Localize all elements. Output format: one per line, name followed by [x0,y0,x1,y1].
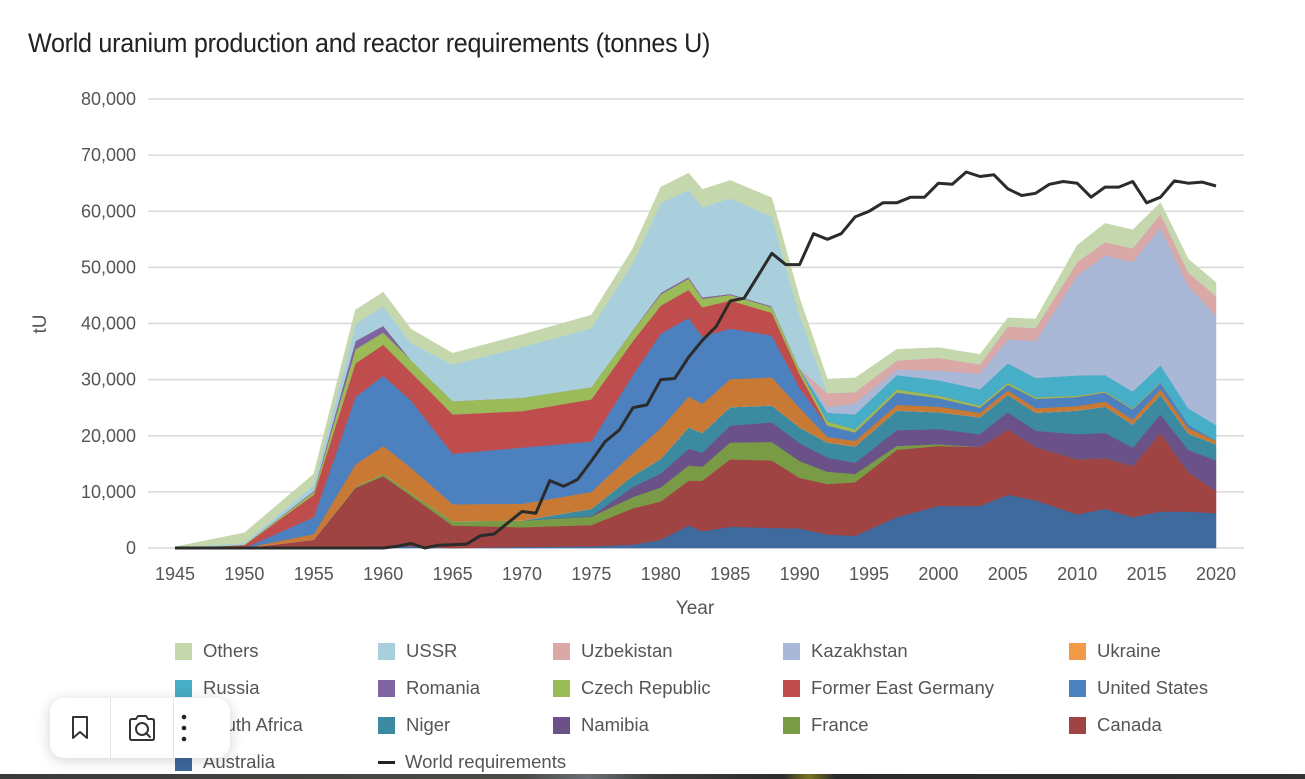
legend-item[interactable]: USSR [378,640,553,662]
legend-item[interactable]: Niger [378,714,553,736]
x-tick-label: 1955 [294,564,334,584]
legend-color-swatch [175,679,192,697]
legend-color-swatch [1069,642,1086,660]
legend-line-swatch [378,760,395,764]
y-tick-label: 60,000 [81,201,136,221]
legend-color-swatch [378,679,395,697]
legend-label: France [811,714,869,735]
legend-color-swatch [1069,716,1086,734]
legend-label: Romania [406,677,481,698]
legend-label: Kazakhstan [811,640,908,661]
y-tick-label: 80,000 [81,89,136,109]
legend-color-swatch [783,716,800,734]
legend-item[interactable]: Uzbekistan [553,640,783,662]
legend-item[interactable]: Canada [1069,714,1269,736]
legend-label: Canada [1097,714,1162,735]
x-axis-title: Year [676,598,715,619]
legend-item[interactable]: Ukraine [1069,640,1269,662]
chart-area: 0 10,000 20,000 30,000 40,000 50,000 60,000 70,… [30,89,1244,619]
bookmark-icon [72,716,88,739]
legend-label: Niger [406,714,451,735]
legend-color-swatch [553,642,570,660]
lens-button[interactable] [111,698,174,758]
legend-label: USSR [406,640,458,661]
legend-item[interactable]: Others [175,640,378,662]
y-tick-label: 10,000 [81,482,136,502]
x-tick-label: 1980 [641,564,681,584]
x-tick-label: 1990 [780,564,820,584]
lens-search-icon [129,715,155,741]
y-axis-ticks: 0 10,000 20,000 30,000 40,000 50,000 60,000 70,… [81,89,136,558]
x-tick-label: 2005 [988,564,1028,584]
x-axis-ticks: 1945 1950 1955 1960 1965 1970 1975 1980 1985 1990… [155,564,1236,584]
legend-label: United States [1097,677,1209,698]
legend-label: Russia [203,677,260,698]
x-tick-label: 2020 [1196,564,1236,584]
legend-label: Former East Germany [811,677,994,698]
area-others [174,172,1217,549]
y-tick-label: 0 [126,538,136,558]
legend-color-swatch [783,642,800,660]
requirements-line [175,170,1217,550]
legend-label: Uzbekistan [581,640,673,661]
x-tick-label: 1995 [849,564,889,584]
chart-title: World uranium production and reactor req… [28,28,711,58]
legend-item[interactable]: Russia [175,677,378,699]
legend-item[interactable]: Romania [378,677,553,699]
legend-color-swatch [175,642,192,660]
y-tick-label: 40,000 [81,314,136,334]
x-tick-label: 2010 [1057,564,1097,584]
more-vertical-icon [181,714,187,742]
legend-color-swatch [553,716,570,734]
line-world-requirements [175,170,1217,550]
legend-item[interactable]: France [783,714,1069,736]
x-tick-label: 2015 [1127,564,1167,584]
y-tick-label: 20,000 [81,426,136,446]
floating-toolbar [50,698,230,758]
x-tick-label: 1945 [155,564,195,584]
x-tick-label: 1975 [571,564,611,584]
y-tick-label: 50,000 [81,257,136,277]
legend-item[interactable]: World requirements [378,751,566,773]
bookmark-button[interactable] [50,698,111,758]
x-tick-label: 1970 [502,564,542,584]
legend-color-swatch [1069,679,1086,697]
legend-color-swatch [378,642,395,660]
legend-color-swatch [783,679,800,697]
legend-item[interactable]: Kazakhstan [783,640,1069,662]
legend-label: Ukraine [1097,640,1161,661]
legend-label: World requirements [405,751,567,772]
legend-label: Namibia [581,714,649,735]
x-tick-label: 1950 [224,564,264,584]
y-tick-label: 30,000 [81,370,136,390]
x-tick-label: 1985 [710,564,750,584]
legend: Others USSR Uzbekistan Kazakhstan Ukraine Rus… [175,640,1285,773]
more-options-button[interactable] [174,698,194,758]
stacked-areas [174,172,1217,549]
legend-item[interactable]: Namibia [553,714,783,736]
legend-color-swatch [378,716,395,734]
legend-color-swatch [553,679,570,697]
legend-label: Czech Republic [581,677,711,698]
legend-item[interactable]: Czech Republic [553,677,783,699]
y-tick-label: 70,000 [81,145,136,165]
x-tick-label: 1960 [363,564,403,584]
x-tick-label: 1965 [433,564,473,584]
legend-item[interactable]: United States [1069,677,1269,699]
x-tick-label: 2000 [918,564,958,584]
legend-label: Others [203,640,259,661]
screen-bottom-bar [0,774,1305,779]
legend-item[interactable]: Former East Germany [783,677,1069,699]
y-axis-title: tU [30,315,51,334]
